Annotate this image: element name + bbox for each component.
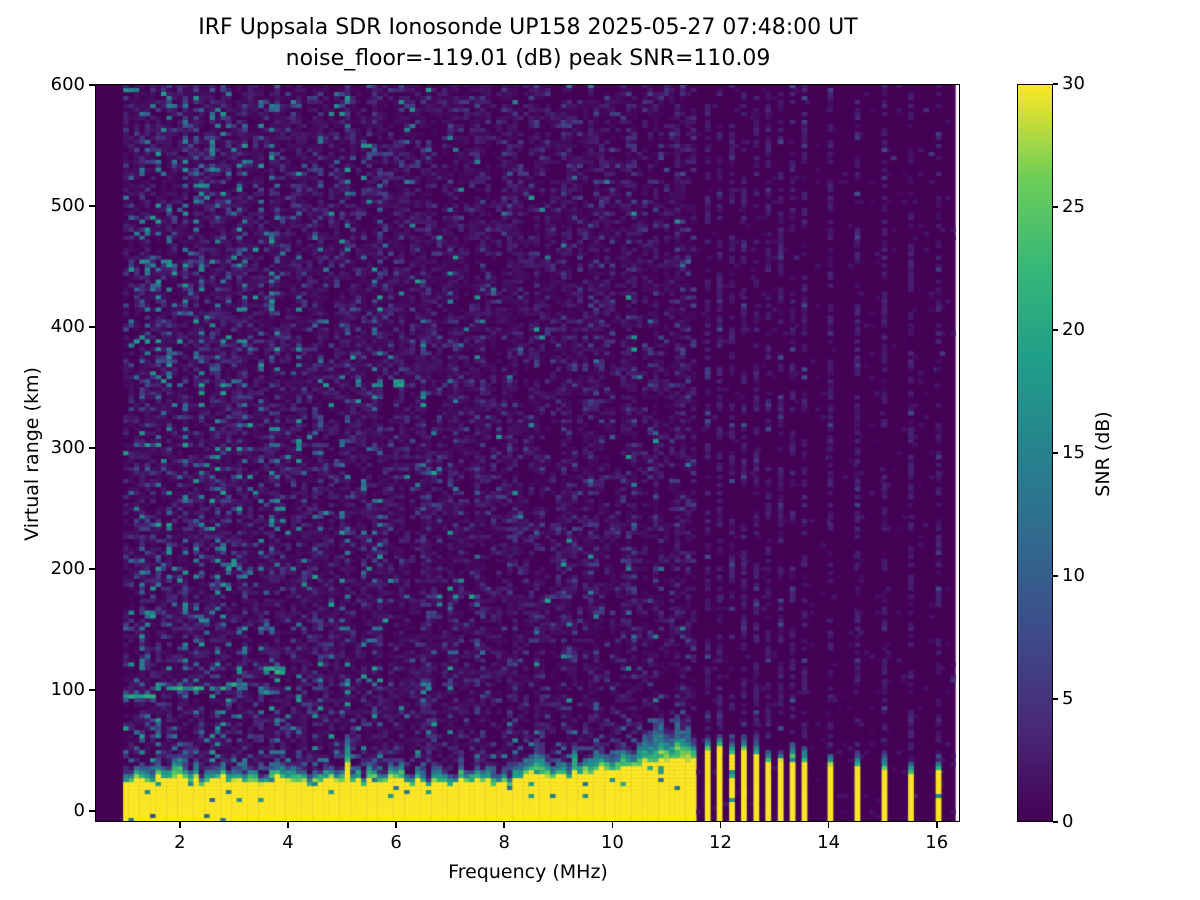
y-tick-label: 0 bbox=[73, 799, 85, 821]
colorbar-tick-label: 20 bbox=[1062, 319, 1085, 340]
x-tick-label: 14 bbox=[817, 832, 841, 853]
heatmap-canvas bbox=[95, 84, 960, 822]
colorbar bbox=[1017, 84, 1053, 822]
x-tick-mark bbox=[503, 822, 506, 828]
y-tick-mark bbox=[89, 326, 95, 328]
y-tick-label: 600 bbox=[50, 73, 85, 95]
y-tick-label: 200 bbox=[50, 557, 85, 579]
y-tick-label: 100 bbox=[50, 678, 85, 700]
x-tick-label: 6 bbox=[390, 832, 402, 853]
colorbar-tick-label: 5 bbox=[1062, 688, 1074, 709]
colorbar-tick-label: 25 bbox=[1062, 196, 1085, 217]
x-axis-label: Frequency (MHz) bbox=[448, 861, 608, 883]
x-tick-mark bbox=[179, 822, 181, 828]
colorbar-tick-label: 15 bbox=[1062, 442, 1085, 463]
y-tick-label: 500 bbox=[50, 194, 85, 216]
x-tick-mark bbox=[827, 822, 830, 828]
colorbar-tick-mark bbox=[1053, 206, 1058, 208]
x-tick-label: 2 bbox=[174, 832, 186, 853]
x-tick-label: 12 bbox=[709, 832, 732, 853]
chart-title-line2: noise_floor=-119.01 (dB) peak SNR=110.09 bbox=[285, 46, 771, 71]
colorbar-tick-label: 30 bbox=[1062, 73, 1085, 94]
x-tick-mark bbox=[935, 822, 938, 828]
x-tick-label: 4 bbox=[282, 832, 294, 853]
y-tick-mark bbox=[89, 205, 95, 207]
y-tick-label: 300 bbox=[50, 436, 85, 458]
colorbar-tick-label: 0 bbox=[1062, 811, 1074, 832]
y-tick-label: 400 bbox=[50, 315, 85, 337]
x-tick-mark bbox=[719, 822, 722, 828]
y-tick-mark bbox=[89, 84, 95, 86]
y-tick-mark bbox=[89, 688, 95, 691]
y-tick-mark bbox=[89, 809, 95, 812]
colorbar-tick-mark bbox=[1053, 575, 1058, 577]
x-tick-mark bbox=[395, 822, 397, 828]
chart-title: IRF Uppsala SDR Ionosonde UP158 2025-05-… bbox=[95, 12, 961, 74]
colorbar-tick-mark bbox=[1053, 329, 1058, 331]
colorbar-gradient bbox=[1018, 85, 1052, 821]
y-tick-mark bbox=[89, 568, 95, 570]
colorbar-tick-mark bbox=[1053, 83, 1058, 85]
colorbar-tick-mark bbox=[1053, 821, 1058, 823]
x-tick-mark bbox=[611, 822, 614, 828]
chart-title-line1: IRF Uppsala SDR Ionosonde UP158 2025-05-… bbox=[198, 15, 858, 40]
colorbar-tick-label: 10 bbox=[1062, 565, 1085, 586]
x-tick-label: 10 bbox=[600, 832, 624, 853]
colorbar-label: SNR (dB) bbox=[1092, 411, 1114, 497]
colorbar-tick-mark bbox=[1053, 698, 1058, 700]
colorbar-tick-mark bbox=[1053, 452, 1058, 454]
x-tick-label: 16 bbox=[925, 832, 949, 853]
x-tick-mark bbox=[287, 822, 289, 828]
y-axis-label: Virtual range (km) bbox=[21, 367, 43, 541]
y-tick-mark bbox=[89, 447, 95, 449]
x-tick-label: 8 bbox=[498, 832, 510, 853]
